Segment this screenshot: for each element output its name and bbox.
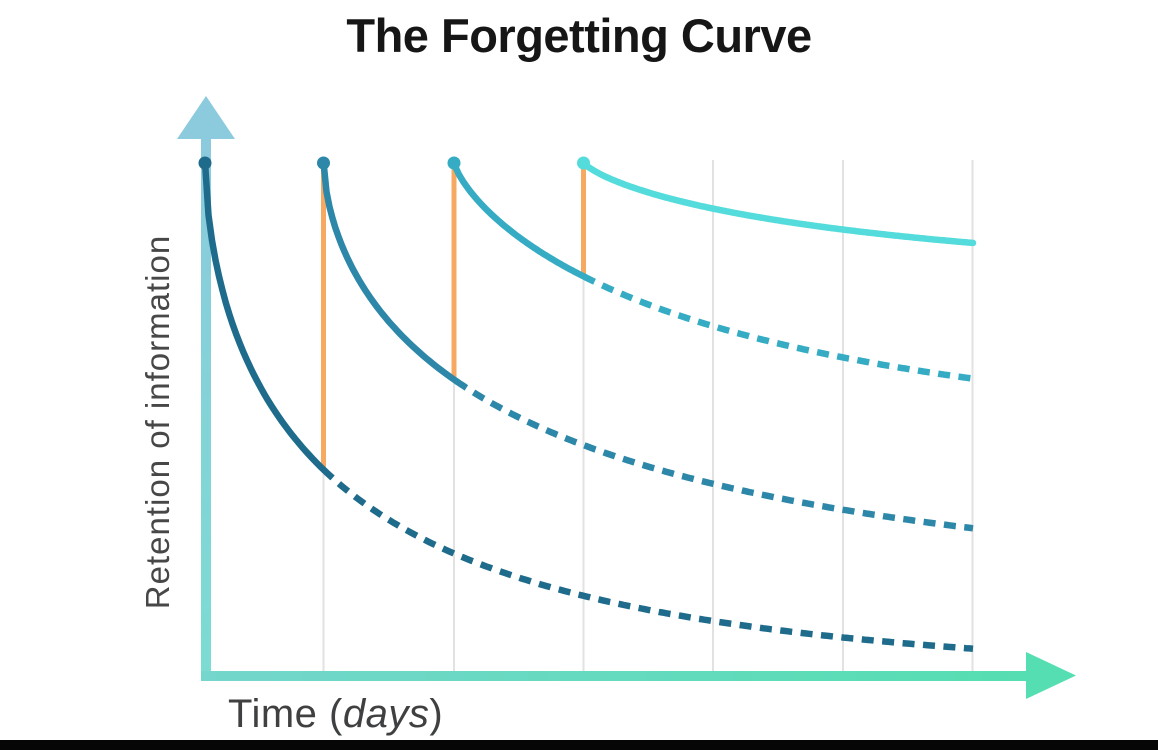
bottom-black-bar <box>0 740 1158 750</box>
x-axis-label-prefix: Time ( <box>228 692 343 736</box>
x-axis-label-suffix: ) <box>429 692 444 736</box>
curve-dashed-after-second-review <box>582 273 974 382</box>
curve-start-dot-after-third-review <box>577 156 590 170</box>
chart-title: The Forgetting Curve <box>346 9 812 62</box>
x-axis-label-unit: days <box>342 692 430 736</box>
y-axis-label: Retention of information <box>139 234 176 610</box>
x-axis-arrowhead-icon <box>1026 652 1076 699</box>
curve-solid-after-second-review <box>450 158 590 281</box>
curve-dashed-after-first-review <box>454 378 974 532</box>
curve-start-dot-first-learning <box>198 156 212 170</box>
curve-start-dot-after-first-review <box>317 156 330 170</box>
curve-solid-after-first-review <box>320 158 460 385</box>
y-axis-arrowhead-icon <box>177 96 235 139</box>
curve-solid-after-third-review <box>580 158 977 247</box>
x-axis-label: Time (days) <box>228 692 443 737</box>
curve-dashed-first-learning <box>321 467 974 652</box>
curve-start-dot-after-second-review <box>447 156 461 170</box>
curve-solid-first-learning <box>201 158 327 474</box>
